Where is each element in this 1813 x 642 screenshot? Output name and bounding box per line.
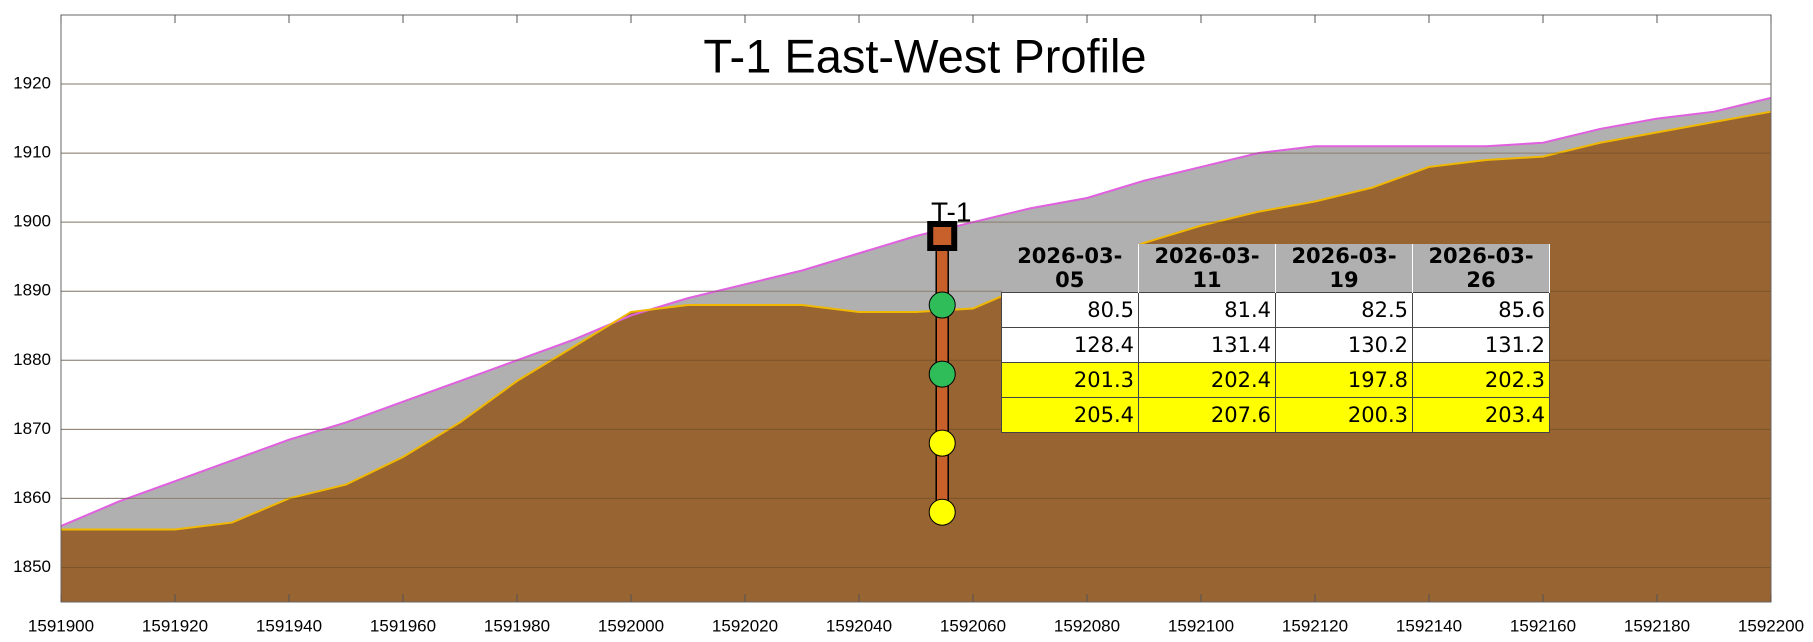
readings-table: 2026-03-05 2026-03-11 2026-03-19 2026-03-26… bbox=[1001, 244, 1550, 433]
sensor bbox=[928, 498, 956, 526]
y-tick-label: 1910 bbox=[13, 143, 51, 162]
borehole-label: T-1 bbox=[931, 196, 971, 227]
table-cell: 131.4 bbox=[1138, 327, 1276, 363]
table-cell: 203.4 bbox=[1412, 397, 1550, 433]
x-tick-label: 1591960 bbox=[370, 616, 436, 635]
x-tick-label: 1591920 bbox=[142, 616, 208, 635]
y-tick-label: 1860 bbox=[13, 488, 51, 507]
sensor bbox=[928, 360, 956, 388]
table-cell: 201.3 bbox=[1001, 362, 1139, 398]
plot-area: 1850 1860 1870 1880 1890 1900 1910 1920 1591900 1… bbox=[13, 14, 1804, 635]
table-cell: 81.4 bbox=[1138, 292, 1276, 328]
table-cell: 207.6 bbox=[1138, 397, 1276, 433]
surface-line bbox=[60, 96, 1772, 527]
layer-fill bbox=[61, 111, 1771, 603]
table-cell: 82.5 bbox=[1275, 292, 1413, 328]
column-header: 2026-03-11 bbox=[1138, 244, 1276, 293]
x-tick-label: 1591980 bbox=[484, 616, 550, 635]
x-tick-label: 1592020 bbox=[712, 616, 778, 635]
table-cell: 200.3 bbox=[1275, 397, 1413, 433]
x-tick-label: 1592100 bbox=[1168, 616, 1234, 635]
table-row: 80.5 81.4 82.5 85.6 bbox=[1001, 292, 1550, 328]
x-tick-label: 1592080 bbox=[1054, 616, 1120, 635]
table-cell: 197.8 bbox=[1275, 362, 1413, 398]
x-tick-label: 1592000 bbox=[598, 616, 664, 635]
y-tick-label: 1890 bbox=[13, 281, 51, 300]
x-tick-label: 1592140 bbox=[1396, 616, 1462, 635]
y-tick-label: 1880 bbox=[13, 350, 51, 369]
chart-title: T-1 East-West Profile bbox=[703, 29, 1146, 82]
layer-fill bbox=[61, 97, 1771, 530]
column-header: 2026-03-26 bbox=[1412, 244, 1550, 293]
surface-line bbox=[61, 110, 1772, 531]
x-tick-label: 1592160 bbox=[1510, 616, 1576, 635]
table-row: 205.4 207.6 200.3 203.4 bbox=[1001, 397, 1550, 433]
column-header: 2026-03-19 bbox=[1275, 244, 1413, 293]
table-cell: 80.5 bbox=[1001, 292, 1139, 328]
table-cell: 130.2 bbox=[1275, 327, 1413, 363]
table-row: 128.4 131.4 130.2 131.2 bbox=[1001, 327, 1550, 363]
x-tick-label: 1592120 bbox=[1282, 616, 1348, 635]
table-row: 201.3 202.4 197.8 202.3 bbox=[1001, 362, 1550, 398]
table-cell: 202.3 bbox=[1412, 362, 1550, 398]
sensor bbox=[928, 429, 956, 457]
x-tick-label: 1592060 bbox=[940, 616, 1006, 635]
y-tick-label: 1870 bbox=[13, 419, 51, 438]
borehole-head bbox=[927, 220, 958, 251]
table-cell: 205.4 bbox=[1001, 397, 1139, 433]
table-header: 2026-03-05 2026-03-11 2026-03-19 2026-03-26 bbox=[1001, 244, 1550, 293]
table-cell: 128.4 bbox=[1001, 327, 1139, 363]
x-tick-label: 1592200 bbox=[1738, 616, 1804, 635]
sensor bbox=[928, 291, 956, 319]
y-tick-label: 1850 bbox=[13, 557, 51, 576]
x-tick-label: 1592040 bbox=[826, 616, 892, 635]
column-header: 2026-03-05 bbox=[1001, 244, 1139, 293]
x-tick-label: 1591900 bbox=[28, 616, 94, 635]
x-tick-label: 1592180 bbox=[1624, 616, 1690, 635]
y-tick-label: 1900 bbox=[13, 212, 51, 231]
table-body: 80.5 81.4 82.5 85.6 128.4 131.4 130.2 131.2 201.… bbox=[1001, 292, 1550, 433]
table-cell: 131.2 bbox=[1412, 327, 1550, 363]
table-cell: 202.4 bbox=[1138, 362, 1276, 398]
plot-frame bbox=[60, 14, 1772, 603]
table-cell: 85.6 bbox=[1412, 292, 1550, 328]
y-tick-label: 1920 bbox=[13, 74, 51, 93]
x-tick-label: 1591940 bbox=[256, 616, 322, 635]
